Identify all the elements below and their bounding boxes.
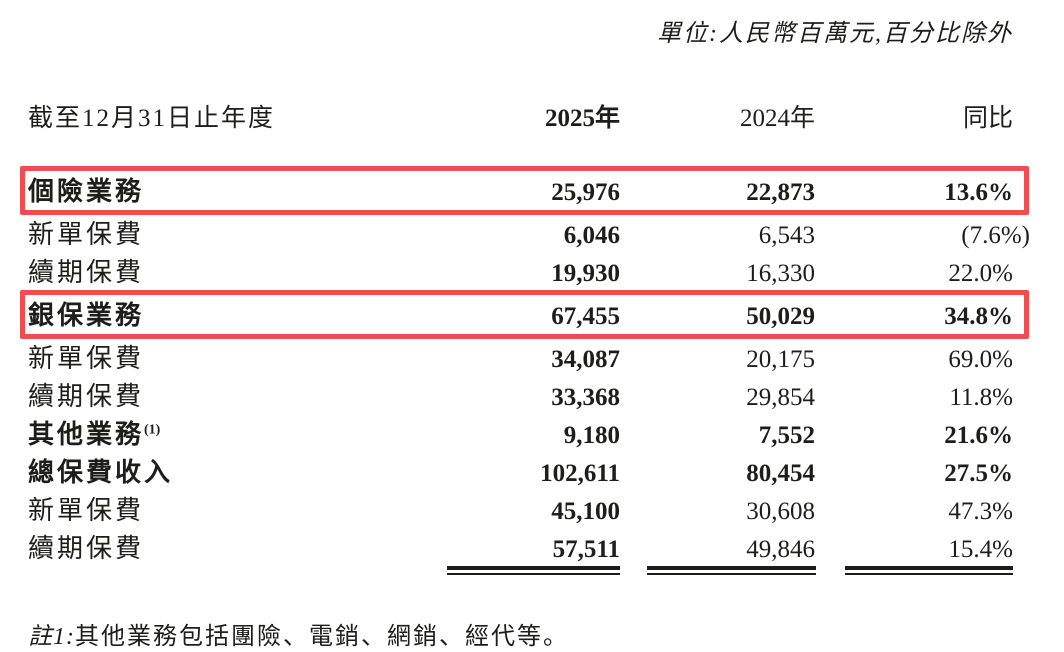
row-label: 銀保業務 — [28, 301, 145, 330]
table-body: 個險業務 25,976 22,873 13.6% 新單保費 6,046 6,54… — [20, 166, 1030, 568]
table-row: 續期保費 19,930 16,330 22.0% — [28, 254, 1013, 292]
value-yoy: 21.6% — [944, 422, 1013, 449]
value-2025: 57,511 — [552, 536, 620, 563]
table-row: 新單保費 34,087 20,175 69.0% — [28, 340, 1013, 378]
value-yoy: (7.6%) — [961, 222, 1030, 249]
table-row: 續期保費 33,368 29,854 11.8% — [28, 378, 1013, 416]
column-header-2024: 2024年 — [739, 105, 815, 132]
value-2025: 19,930 — [551, 260, 620, 287]
footnote-text: 其他業務包括團險、電銷、網銷、經代等。 — [75, 624, 569, 650]
value-yoy: 34.8% — [944, 303, 1013, 330]
period-header: 截至12月31日止年度 — [28, 105, 276, 132]
row-label: 新單保費 — [28, 344, 145, 373]
value-2024: 20,175 — [746, 346, 815, 373]
double-rule-yoy — [845, 566, 1013, 575]
value-2025: 34,087 — [551, 346, 620, 373]
row-label: 其他業務(1) — [28, 420, 161, 449]
table-header-row: 截至12月31日止年度 2025年 2024年 同比 — [28, 100, 1013, 138]
unit-note: 單位:人民幣百萬元,百分比除外 — [657, 21, 1013, 47]
table-row: 銀保業務 67,455 50,029 34.8% — [20, 290, 1029, 339]
footnote-ref: (1) — [144, 422, 161, 438]
double-rule-2024 — [647, 566, 816, 575]
row-label: 續期保費 — [28, 382, 145, 411]
column-header-2025: 2025年 — [544, 105, 620, 132]
value-yoy: 13.6% — [944, 179, 1013, 206]
value-2024: 30,608 — [746, 498, 815, 525]
value-2024: 6,543 — [758, 222, 815, 249]
value-2025: 33,368 — [551, 384, 620, 411]
value-yoy: 22.0% — [948, 260, 1013, 287]
row-label: 續期保費 — [28, 258, 145, 287]
double-rule-2025 — [447, 566, 620, 575]
value-2024: 50,029 — [746, 303, 815, 330]
value-2025: 25,976 — [551, 179, 620, 206]
value-yoy: 15.4% — [948, 536, 1013, 563]
row-label: 新單保費 — [28, 220, 145, 249]
row-label: 續期保費 — [28, 534, 145, 563]
value-2024: 80,454 — [746, 460, 815, 487]
value-yoy: 47.3% — [948, 498, 1013, 525]
value-2025: 6,046 — [563, 222, 620, 249]
value-yoy: 11.8% — [949, 384, 1013, 411]
value-2024: 7,552 — [758, 422, 815, 449]
table-row: 續期保費 57,511 49,846 15.4% — [28, 530, 1013, 568]
table-row: 新單保費 45,100 30,608 47.3% — [28, 492, 1013, 530]
value-2024: 29,854 — [746, 384, 815, 411]
value-2025: 9,180 — [563, 422, 620, 449]
table-row: 個險業務 25,976 22,873 13.6% — [20, 166, 1029, 215]
value-2025: 67,455 — [551, 303, 620, 330]
row-label: 個險業務 — [28, 177, 145, 206]
value-2025: 102,611 — [540, 460, 620, 487]
table-row: 總保費收入 102,611 80,454 27.5% — [28, 454, 1013, 492]
value-2024: 16,330 — [746, 260, 815, 287]
table-row: 其他業務(1) 9,180 7,552 21.6% — [28, 416, 1013, 454]
column-header-yoy: 同比 — [962, 105, 1013, 132]
table-footer-rules — [28, 566, 1013, 578]
value-yoy: 69.0% — [948, 346, 1013, 373]
footnote: 註1:其他業務包括團險、電銷、網銷、經代等。 — [28, 616, 1013, 651]
value-2024: 22,873 — [746, 179, 815, 206]
footnote-prefix: 註1: — [28, 624, 75, 650]
value-yoy: 27.5% — [944, 460, 1013, 487]
table-row: 新單保費 6,046 6,543 (7.6%) — [28, 216, 1030, 254]
row-label: 總保費收入 — [28, 458, 174, 487]
value-2025: 45,100 — [551, 498, 620, 525]
value-2024: 49,846 — [746, 536, 815, 563]
row-label: 新單保費 — [28, 496, 145, 525]
